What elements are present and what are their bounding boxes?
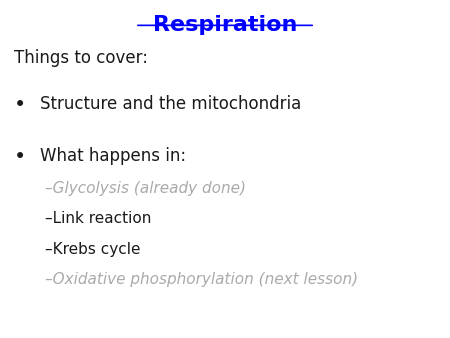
Text: –Oxidative phosphorylation (next lesson): –Oxidative phosphorylation (next lesson) [45, 272, 358, 287]
Text: –Glycolysis (already done): –Glycolysis (already done) [45, 181, 246, 196]
Text: •: • [14, 95, 26, 115]
Text: –Link reaction: –Link reaction [45, 211, 151, 226]
Text: –Krebs cycle: –Krebs cycle [45, 242, 140, 257]
Text: Respiration: Respiration [153, 15, 297, 35]
Text: Things to cover:: Things to cover: [14, 49, 148, 67]
Text: •: • [14, 147, 26, 167]
Text: Structure and the mitochondria: Structure and the mitochondria [40, 95, 302, 113]
Text: What happens in:: What happens in: [40, 147, 187, 165]
